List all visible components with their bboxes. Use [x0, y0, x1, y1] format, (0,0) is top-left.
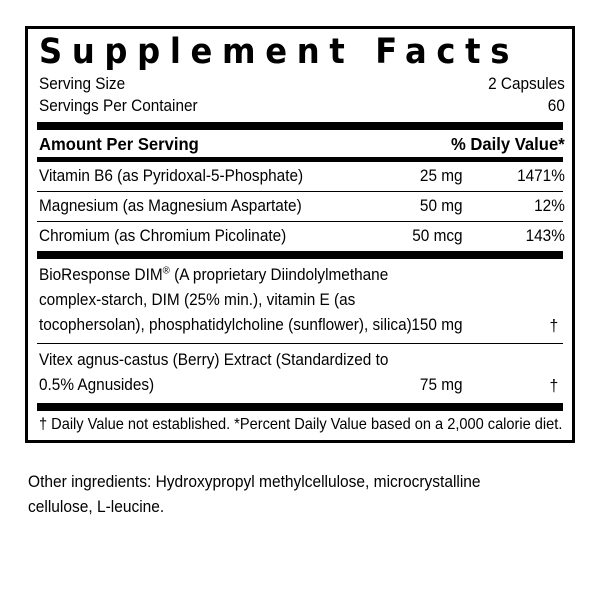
registered-trademark-icon: ®: [162, 264, 170, 277]
blend-description: BioResponse DIM® (A proprietary Diindoly…: [39, 263, 565, 338]
blend-name-prefix: Vitex agnus-castus (Berry) Extract: [39, 350, 272, 369]
page-title: Supplement Facts: [39, 32, 520, 72]
footnote-text: † Daily Value not established. *Percent …: [39, 415, 563, 433]
nutrient-daily-value: 12%: [534, 196, 565, 215]
nutrient-daily-value: 143%: [525, 226, 565, 245]
amount-per-serving-header: Amount Per Serving: [39, 133, 199, 154]
blend-amount: 150 mg: [411, 315, 463, 334]
blend-description: Vitex agnus-castus (Berry) Extract (Stan…: [39, 348, 565, 398]
nutrient-name: Vitamin B6 (as Pyridoxal-5-Phosphate): [39, 166, 304, 185]
blend-amount: 75 mg: [419, 375, 463, 394]
blend-name-suffix: (A proprietary Diindolylmethane complex-…: [39, 265, 412, 334]
serving-size-value: 2 Capsules: [488, 74, 565, 93]
divider-above-footnote: [37, 402, 563, 411]
divider-below-header: [37, 156, 563, 162]
nutrient-name: Chromium (as Chromium Picolinate): [39, 226, 287, 245]
blend-name-prefix: BioResponse DIM: [39, 265, 163, 284]
nutrient-daily-value: 1471%: [517, 166, 565, 185]
row-divider: [37, 220, 563, 222]
serving-size-row: Serving Size 2 Capsules: [39, 73, 565, 95]
serving-information: Serving Size 2 Capsules Servings Per Con…: [37, 73, 565, 122]
blend-daily-value: †: [549, 375, 559, 395]
table-header-row: Amount Per Serving % Daily Value*: [39, 130, 565, 157]
divider-above-blends: [37, 250, 563, 259]
row-divider: [37, 342, 563, 344]
blend-name-suffix: (Standardized to 0.5% Agnusides): [39, 350, 389, 394]
table-row: Vitex agnus-castus (Berry) Extract (Stan…: [39, 344, 565, 403]
table-row: BioResponse DIM® (A proprietary Diindoly…: [39, 259, 565, 343]
serving-size-label: Serving Size: [39, 74, 126, 93]
servings-per-container-value: 60: [547, 96, 565, 115]
nutrient-amount: 50 mg: [419, 196, 463, 215]
daily-value-header: % Daily Value*: [451, 133, 565, 154]
divider-above-header: [37, 121, 563, 130]
other-ingredients-text: Other ingredients: Hydroxypropyl methylc…: [28, 473, 481, 516]
table-row: Magnesium (as Magnesium Aspartate) 50 mg…: [39, 192, 565, 221]
row-divider: [37, 190, 563, 192]
table-row: Vitamin B6 (as Pyridoxal-5-Phosphate) 25…: [39, 162, 565, 191]
facts-box: Supplement Facts Serving Size 2 Capsules…: [25, 26, 575, 443]
nutrient-amount: 25 mg: [419, 166, 463, 185]
blend-daily-value: †: [549, 315, 559, 335]
servings-per-container-label: Servings Per Container: [39, 96, 198, 115]
nutrient-amount: 50 mcg: [412, 226, 463, 245]
servings-per-container-row: Servings Per Container 60: [39, 95, 565, 117]
table-row: Chromium (as Chromium Picolinate) 50 mcg…: [39, 222, 565, 251]
nutrient-name: Magnesium (as Magnesium Aspartate): [39, 196, 302, 215]
